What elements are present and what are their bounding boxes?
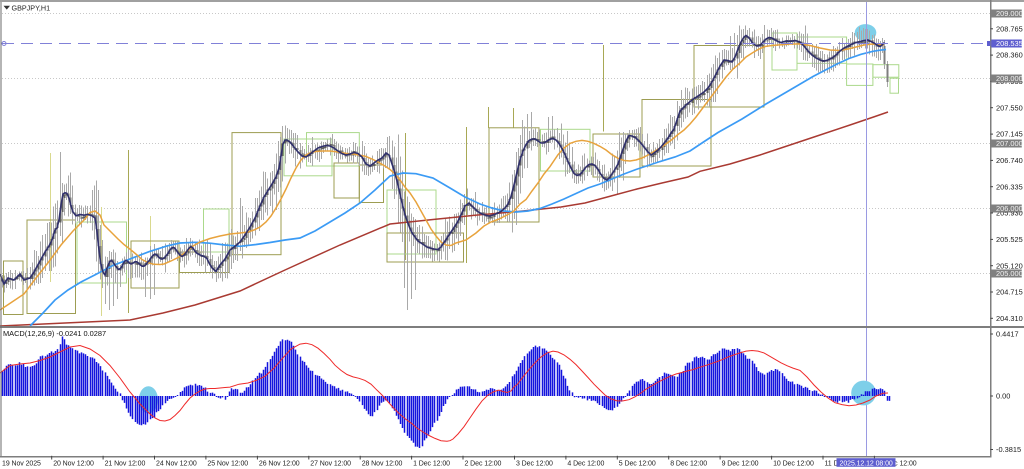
svg-text:208.765: 208.765 <box>996 24 1023 33</box>
svg-text:5 Dec 12:00: 5 Dec 12:00 <box>619 460 656 467</box>
svg-text:208.535: 208.535 <box>996 39 1023 48</box>
svg-text:209.000: 209.000 <box>996 9 1023 18</box>
svg-text:1 Dec 12:00: 1 Dec 12:00 <box>413 460 450 467</box>
svg-text:10 Dec 12:00: 10 Dec 12:00 <box>773 460 814 467</box>
svg-text:27 Nov 12:00: 27 Nov 12:00 <box>310 460 351 467</box>
svg-text:28 Nov 12:00: 28 Nov 12:00 <box>362 460 403 467</box>
svg-text:0.4417: 0.4417 <box>996 330 1019 339</box>
svg-text:MACD(12,26,9) -0.0241 0.0287: MACD(12,26,9) -0.0241 0.0287 <box>3 329 106 338</box>
svg-text:205.000: 205.000 <box>996 269 1023 278</box>
svg-text:206.335: 206.335 <box>996 182 1023 191</box>
svg-text:3 Dec 12:00: 3 Dec 12:00 <box>516 460 553 467</box>
svg-text:9 Dec 12:00: 9 Dec 12:00 <box>722 460 759 467</box>
svg-text:25 Nov 12:00: 25 Nov 12:00 <box>207 460 248 467</box>
svg-text:207.000: 207.000 <box>996 139 1023 148</box>
svg-text:207.550: 207.550 <box>996 103 1023 112</box>
svg-text:26 Nov 12:00: 26 Nov 12:00 <box>259 460 300 467</box>
svg-text:19 Nov 2025: 19 Nov 2025 <box>2 460 41 467</box>
svg-text:21 Nov 12:00: 21 Nov 12:00 <box>105 460 146 467</box>
svg-text:24 Nov 12:00: 24 Nov 12:00 <box>156 460 197 467</box>
svg-text:207.145: 207.145 <box>996 130 1023 139</box>
svg-text:20 Nov 12:00: 20 Nov 12:00 <box>53 460 94 467</box>
svg-text:0.00: 0.00 <box>996 392 1010 401</box>
svg-text:GBPJPY,H1: GBPJPY,H1 <box>12 4 51 13</box>
svg-text:205.525: 205.525 <box>996 235 1023 244</box>
svg-text:12 Dec 12:00: 12 Dec 12:00 <box>876 460 917 467</box>
svg-text:-0.3815: -0.3815 <box>996 445 1021 454</box>
svg-text:206.740: 206.740 <box>996 156 1023 165</box>
svg-text:2025.12.12 08:00: 2025.12.12 08:00 <box>840 460 893 467</box>
svg-text:4 Dec 12:00: 4 Dec 12:00 <box>567 460 604 467</box>
svg-text:208.000: 208.000 <box>996 74 1023 83</box>
svg-text:206.000: 206.000 <box>996 204 1023 213</box>
svg-text:204.310: 204.310 <box>996 314 1023 323</box>
svg-text:205.930: 205.930 <box>996 209 1023 218</box>
svg-text:208.360: 208.360 <box>996 51 1023 60</box>
svg-text:2 Dec 12:00: 2 Dec 12:00 <box>465 460 502 467</box>
svg-text:204.715: 204.715 <box>996 288 1023 297</box>
svg-text:205.120: 205.120 <box>996 261 1023 270</box>
svg-text:8 Dec 12:00: 8 Dec 12:00 <box>670 460 707 467</box>
